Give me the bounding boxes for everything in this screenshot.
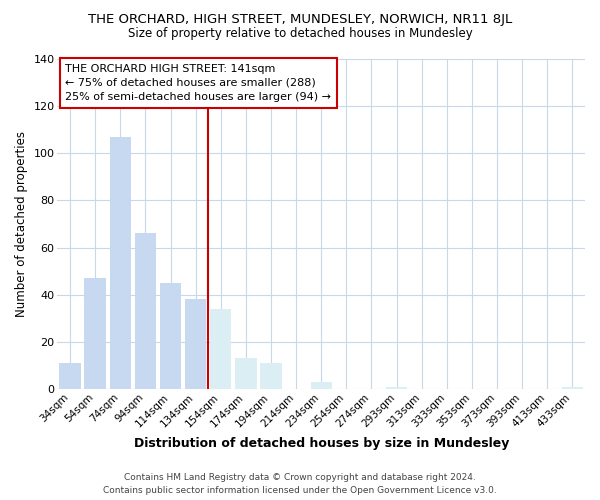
Text: Size of property relative to detached houses in Mundesley: Size of property relative to detached ho… [128,28,472,40]
Bar [185,300,206,389]
Bar [386,386,407,389]
Text: THE ORCHARD HIGH STREET: 141sqm
← 75% of detached houses are smaller (288)
25% o: THE ORCHARD HIGH STREET: 141sqm ← 75% of… [65,64,331,102]
Bar [260,363,281,389]
Bar [311,382,332,389]
Y-axis label: Number of detached properties: Number of detached properties [15,131,28,317]
Bar [59,363,80,389]
Bar [85,278,106,389]
Bar [562,386,583,389]
Text: THE ORCHARD, HIGH STREET, MUNDESLEY, NORWICH, NR11 8JL: THE ORCHARD, HIGH STREET, MUNDESLEY, NOR… [88,12,512,26]
Bar [135,234,156,389]
Text: Contains HM Land Registry data © Crown copyright and database right 2024.
Contai: Contains HM Land Registry data © Crown c… [103,473,497,495]
Bar [110,137,131,389]
Bar [235,358,257,389]
Bar [160,283,181,389]
Bar [210,309,232,389]
X-axis label: Distribution of detached houses by size in Mundesley: Distribution of detached houses by size … [134,437,509,450]
